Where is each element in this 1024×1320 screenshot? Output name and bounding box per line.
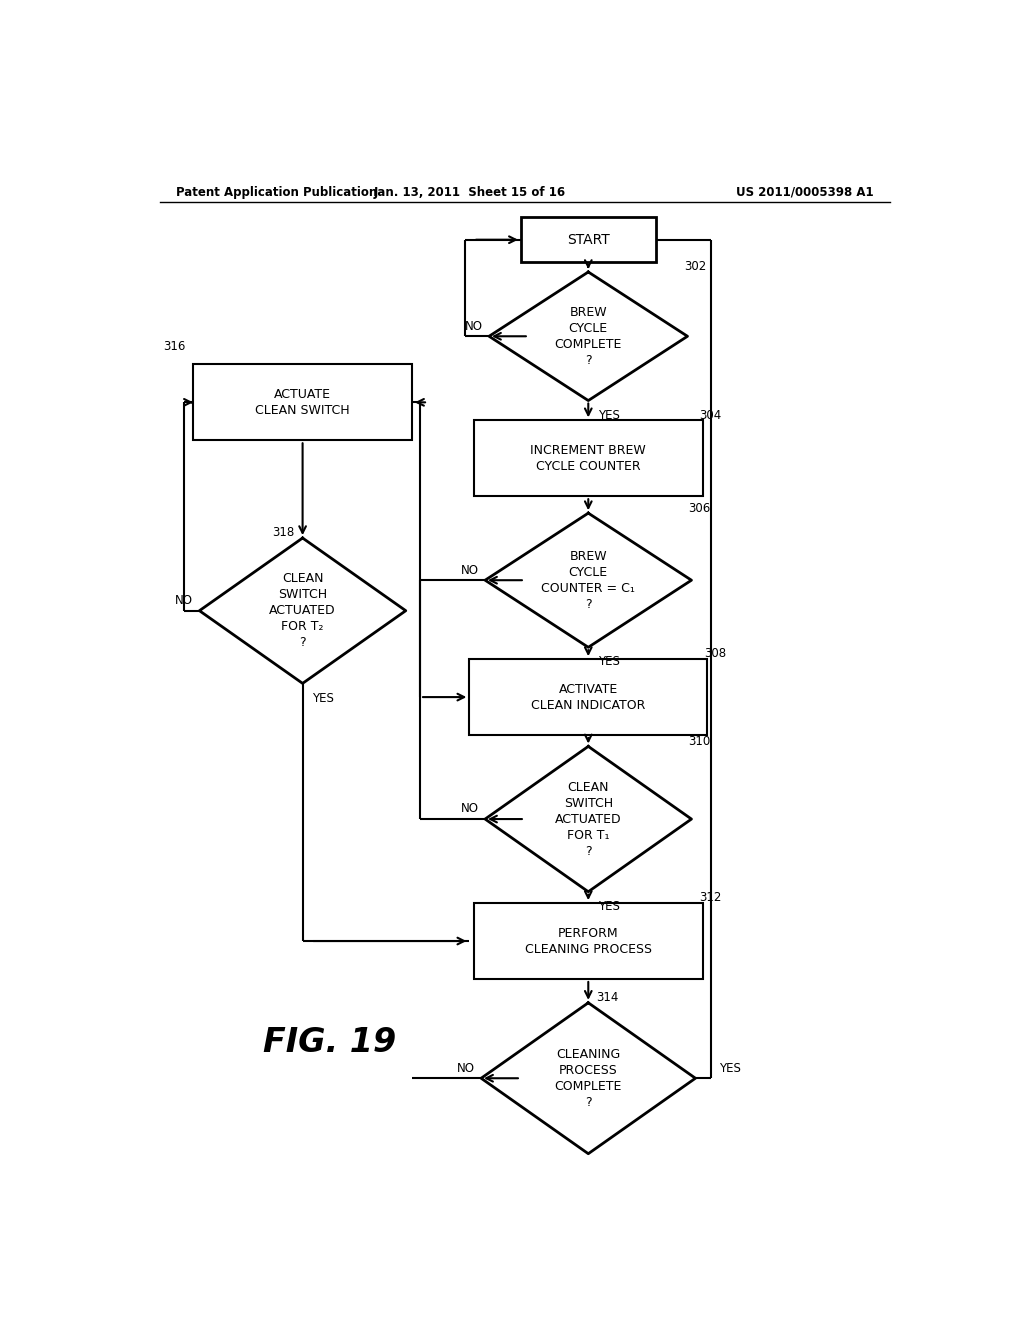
Text: CLEANING
PROCESS
COMPLETE
?: CLEANING PROCESS COMPLETE ? <box>555 1048 622 1109</box>
Text: 306: 306 <box>688 502 711 515</box>
Text: YES: YES <box>598 656 620 668</box>
Bar <box>521 218 655 263</box>
Text: INCREMENT BREW
CYCLE COUNTER: INCREMENT BREW CYCLE COUNTER <box>530 444 646 473</box>
Text: 302: 302 <box>684 260 707 273</box>
Bar <box>469 659 708 735</box>
Text: 304: 304 <box>699 409 722 421</box>
Text: 310: 310 <box>688 735 711 748</box>
Text: BREW
CYCLE
COMPLETE
?: BREW CYCLE COMPLETE ? <box>555 306 622 367</box>
Text: NO: NO <box>457 1061 475 1074</box>
Text: 308: 308 <box>705 648 726 660</box>
Polygon shape <box>489 272 687 400</box>
Text: NO: NO <box>175 594 194 607</box>
Text: NO: NO <box>461 803 479 816</box>
Text: ACTUATE
CLEAN SWITCH: ACTUATE CLEAN SWITCH <box>255 388 350 417</box>
Text: 314: 314 <box>596 991 618 1005</box>
Polygon shape <box>200 539 406 684</box>
Text: Jan. 13, 2011  Sheet 15 of 16: Jan. 13, 2011 Sheet 15 of 16 <box>373 186 565 199</box>
Text: 318: 318 <box>272 527 295 540</box>
Text: YES: YES <box>598 409 620 421</box>
Polygon shape <box>485 513 691 647</box>
Bar <box>474 903 702 979</box>
Text: YES: YES <box>312 692 334 705</box>
Text: ACTIVATE
CLEAN INDICATOR: ACTIVATE CLEAN INDICATOR <box>531 682 645 711</box>
Polygon shape <box>481 1003 695 1154</box>
Bar <box>474 420 702 496</box>
Text: YES: YES <box>598 900 620 913</box>
Text: CLEAN
SWITCH
ACTUATED
FOR T₁
?: CLEAN SWITCH ACTUATED FOR T₁ ? <box>555 780 622 858</box>
Text: NO: NO <box>461 564 479 577</box>
Polygon shape <box>485 746 691 892</box>
Text: 312: 312 <box>699 891 722 904</box>
Text: START: START <box>567 232 609 247</box>
Bar <box>194 364 412 441</box>
Text: PERFORM
CLEANING PROCESS: PERFORM CLEANING PROCESS <box>524 927 652 956</box>
Text: FIG. 19: FIG. 19 <box>263 1026 396 1059</box>
Text: US 2011/0005398 A1: US 2011/0005398 A1 <box>736 186 873 199</box>
Text: YES: YES <box>719 1061 741 1074</box>
Text: 316: 316 <box>163 339 185 352</box>
Text: NO: NO <box>465 319 482 333</box>
Text: BREW
CYCLE
COUNTER = C₁
?: BREW CYCLE COUNTER = C₁ ? <box>542 549 635 611</box>
Text: Patent Application Publication: Patent Application Publication <box>176 186 377 199</box>
Text: CLEAN
SWITCH
ACTUATED
FOR T₂
?: CLEAN SWITCH ACTUATED FOR T₂ ? <box>269 572 336 649</box>
